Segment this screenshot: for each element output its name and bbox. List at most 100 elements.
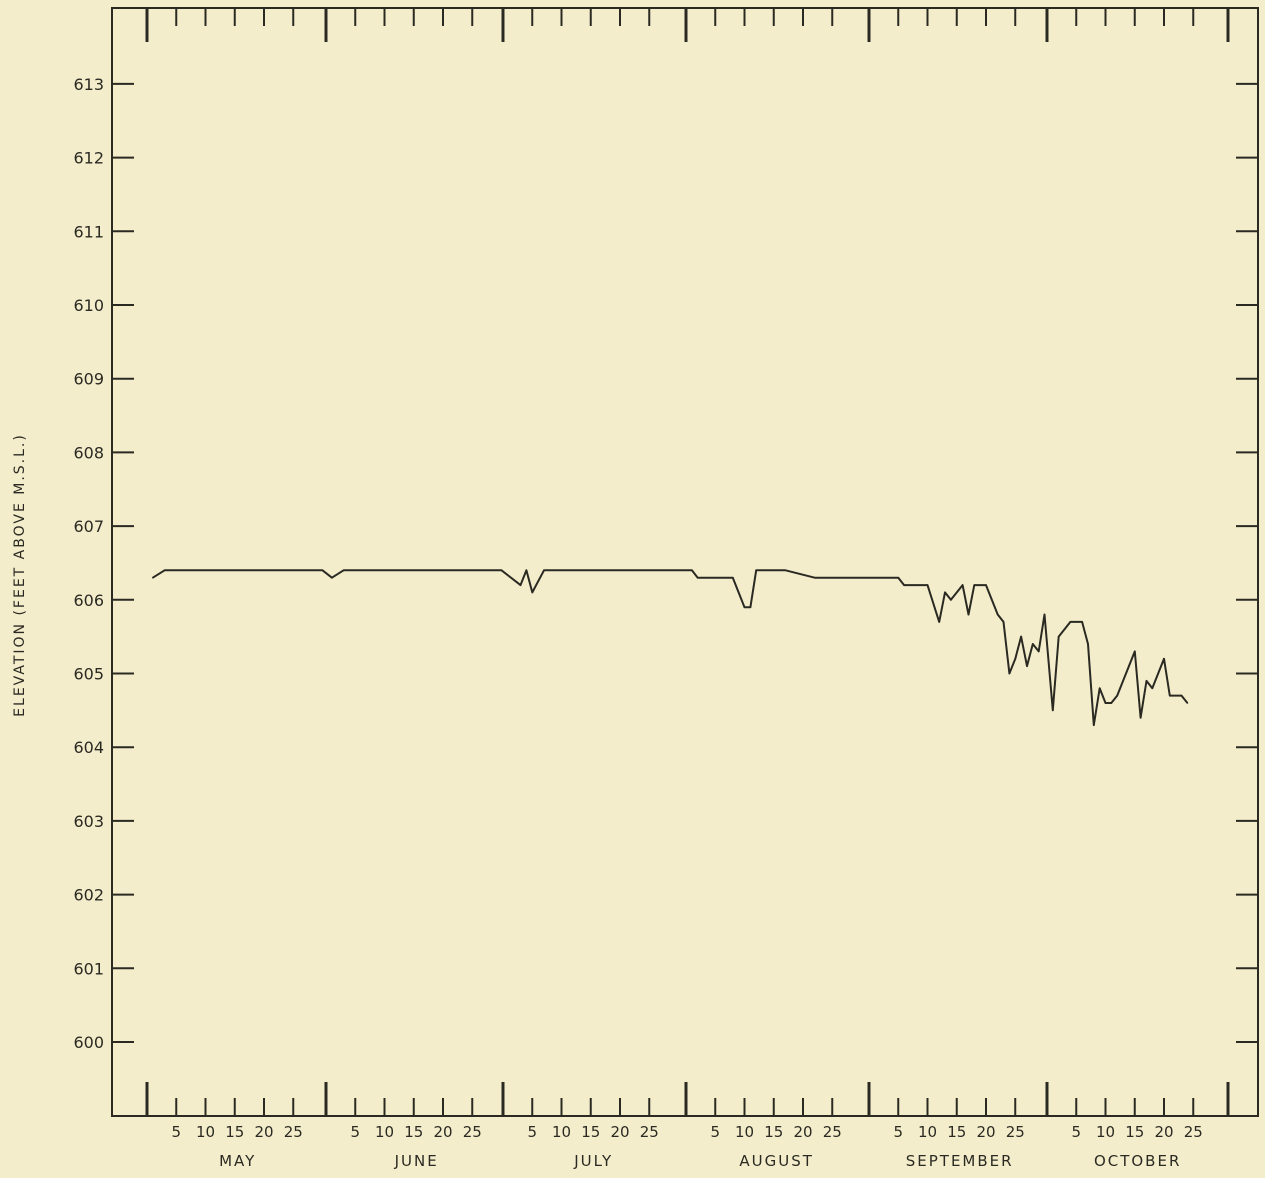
y-tick-label: 612 (73, 149, 104, 168)
data-point (1032, 643, 1034, 645)
series-layer (152, 569, 1189, 727)
month-label: JUNE (394, 1152, 439, 1170)
data-point (331, 576, 333, 579)
data-point (1069, 621, 1072, 623)
x-tick-label: 10 (196, 1123, 215, 1141)
x-tick-label: 20 (610, 1123, 629, 1141)
data-point (813, 576, 816, 579)
data-point (1139, 716, 1142, 719)
data-point (938, 621, 940, 623)
y-axis-label: ELEVATION (FEET ABOVE M.S.L.) (12, 433, 28, 717)
data-point (1169, 694, 1171, 697)
x-tick-label: 5 (710, 1123, 720, 1141)
data-point (500, 569, 503, 572)
data-point (163, 569, 166, 572)
x-tick-label: 20 (976, 1123, 995, 1141)
y-tick-label: 610 (73, 296, 104, 315)
data-point (1020, 635, 1022, 638)
data-point (691, 569, 693, 572)
data-point (755, 569, 757, 572)
data-point (1037, 650, 1040, 653)
y-tick-label: 601 (73, 959, 104, 978)
data-point (1110, 702, 1113, 704)
x-tick-label: 15 (225, 1123, 244, 1141)
data-point (531, 591, 534, 594)
y-axis: 600 601 602 603 604 605 606 607 608 609 610 611 612 6… (73, 75, 1258, 1052)
y-tick-label: 608 (73, 443, 104, 462)
data-point (525, 569, 528, 572)
data-point (1052, 709, 1054, 712)
data-point (1093, 724, 1095, 726)
data-point (1151, 687, 1154, 689)
x-tick-label: 20 (254, 1123, 273, 1141)
data-point (1098, 687, 1101, 689)
data-point (342, 569, 345, 572)
x-tick-label: 10 (918, 1123, 937, 1141)
data-point (973, 584, 976, 586)
month-label: SEPTEMBER (906, 1152, 1014, 1170)
data-point (152, 576, 154, 579)
x-tick-label: 25 (640, 1123, 659, 1141)
y-tick-label: 613 (73, 75, 104, 94)
month-label: AUGUST (739, 1152, 814, 1170)
month-label: OCTOBER (1094, 1152, 1181, 1170)
data-point (897, 576, 900, 579)
data-point (903, 584, 905, 586)
data-point (1180, 694, 1183, 697)
x-tick-label: 15 (764, 1123, 783, 1141)
data-point (1116, 694, 1118, 697)
data-point (944, 591, 946, 594)
month-label: MAY (219, 1152, 256, 1170)
y-tick-label: 604 (73, 738, 104, 757)
data-point (1104, 702, 1107, 704)
data-point (696, 576, 699, 579)
data-point (1134, 650, 1136, 653)
plot-frame (111, 7, 1259, 1117)
x-tick-label: 15 (581, 1123, 600, 1141)
data-point (1087, 643, 1089, 645)
data-point (543, 569, 545, 572)
data-point (773, 569, 775, 572)
x-tick-label: 20 (433, 1123, 452, 1141)
series-line (152, 569, 1189, 727)
x-tick-label: 5 (527, 1123, 537, 1141)
data-point (1081, 621, 1083, 623)
y-tick-label: 611 (73, 222, 104, 241)
x-tick-label: 5 (1071, 1123, 1081, 1141)
x-tick-label: 20 (793, 1123, 812, 1141)
data-point (967, 613, 970, 616)
y-tick-label: 609 (73, 370, 104, 389)
data-point (1002, 621, 1005, 623)
y-tick-label: 605 (73, 665, 104, 684)
x-tick-label: 25 (284, 1123, 303, 1141)
data-point (519, 584, 522, 586)
data-point (985, 584, 987, 586)
data-point (784, 569, 787, 572)
data-point (1008, 672, 1011, 675)
x-tick-label: 20 (1154, 1123, 1173, 1141)
x-tick-label: 10 (552, 1123, 571, 1141)
x-tick-label: 15 (947, 1123, 966, 1141)
x-tick-label: 25 (1184, 1123, 1203, 1141)
data-point (1014, 658, 1017, 660)
data-point (1043, 613, 1046, 616)
x-tick-label: 5 (171, 1123, 181, 1141)
data-point (950, 599, 952, 601)
data-point (321, 569, 324, 572)
data-point (996, 613, 999, 616)
x-tick-label: 15 (1125, 1123, 1144, 1141)
data-point (732, 576, 734, 579)
data-point (961, 584, 964, 586)
data-point (1163, 658, 1165, 660)
data-point (1057, 635, 1060, 638)
x-tick-label: 25 (1006, 1123, 1025, 1141)
x-tick-label: 10 (735, 1123, 754, 1141)
data-point (1186, 702, 1189, 704)
x-tick-label: 25 (823, 1123, 842, 1141)
data-point (1145, 680, 1148, 682)
x-tick-label: 15 (404, 1123, 423, 1141)
x-tick-label: 5 (893, 1123, 903, 1141)
